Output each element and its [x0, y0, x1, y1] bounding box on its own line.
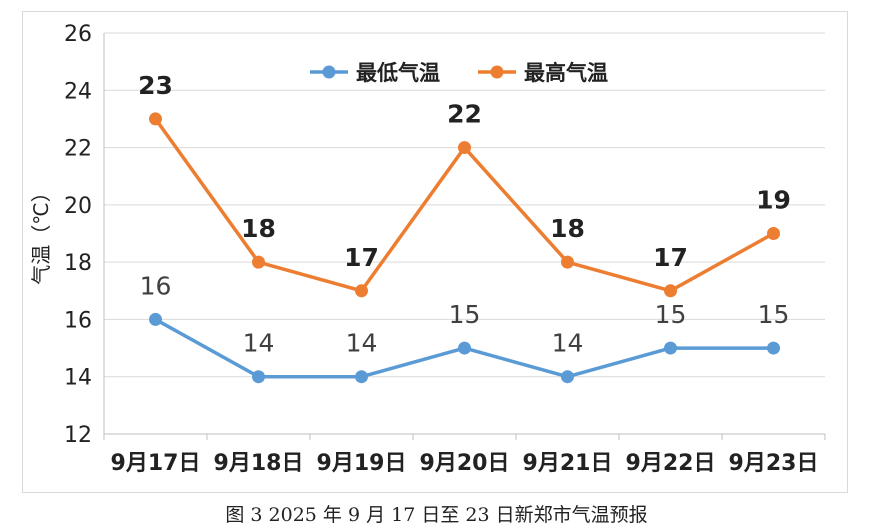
- y-tick-label: 26: [64, 22, 92, 47]
- x-tick-label: 9月19日: [317, 451, 407, 476]
- x-tick-label: 9月23日: [729, 451, 819, 476]
- data-point: [149, 112, 162, 126]
- x-tick-label: 9月22日: [626, 451, 716, 476]
- data-label: 14: [346, 329, 378, 358]
- y-tick-label: 16: [64, 308, 92, 333]
- data-point: [252, 370, 265, 384]
- y-tick-label: 22: [64, 137, 92, 162]
- legend-marker: [490, 65, 504, 79]
- chart-frame: [22, 11, 848, 493]
- data-point: [664, 284, 677, 298]
- data-point: [561, 255, 574, 269]
- data-label: 18: [550, 214, 585, 243]
- y-tick-label: 14: [64, 366, 92, 391]
- data-label: 14: [552, 329, 584, 358]
- data-label: 22: [447, 100, 482, 129]
- data-point: [355, 284, 368, 298]
- y-tick-label: 18: [64, 251, 92, 276]
- data-label: 18: [241, 214, 276, 243]
- data-point: [767, 341, 780, 355]
- temperature-line-chart: 12 14 16 18 20 22 24 26 9月17日 9月18日 9月19日 9月20日 9月21…: [29, 22, 826, 476]
- data-label: 15: [758, 300, 790, 329]
- legend-marker: [322, 65, 336, 79]
- data-point: [149, 312, 162, 326]
- data-label: 15: [449, 300, 481, 329]
- data-label: 17: [344, 243, 379, 272]
- x-tick-label: 9月20日: [420, 451, 510, 476]
- data-label: 23: [138, 71, 173, 100]
- legend-label: 最低气温: [356, 61, 440, 85]
- data-label: 15: [655, 300, 687, 329]
- data-label: 17: [653, 243, 688, 272]
- data-point: [355, 370, 368, 384]
- x-tick-label: 9月17日: [111, 451, 201, 476]
- data-point: [458, 141, 471, 155]
- y-axis-title: 气温（℃）: [29, 182, 53, 284]
- data-label: 16: [140, 271, 172, 300]
- data-label: 19: [756, 186, 791, 215]
- y-tick-label: 20: [64, 194, 92, 219]
- data-point: [664, 341, 677, 355]
- data-point: [767, 227, 780, 240]
- data-point: [252, 255, 265, 269]
- legend-label: 最高气温: [524, 61, 608, 85]
- figure-caption: 图 3 2025 年 9 月 17 日至 23 日新郑市气温预报: [225, 504, 648, 526]
- y-tick-label: 24: [64, 79, 92, 104]
- x-tick-label: 9月21日: [523, 451, 613, 476]
- data-point: [458, 341, 471, 355]
- data-label: 14: [243, 329, 275, 358]
- x-tick-label: 9月18日: [214, 451, 304, 476]
- data-point: [561, 370, 574, 384]
- y-tick-label: 12: [64, 423, 92, 448]
